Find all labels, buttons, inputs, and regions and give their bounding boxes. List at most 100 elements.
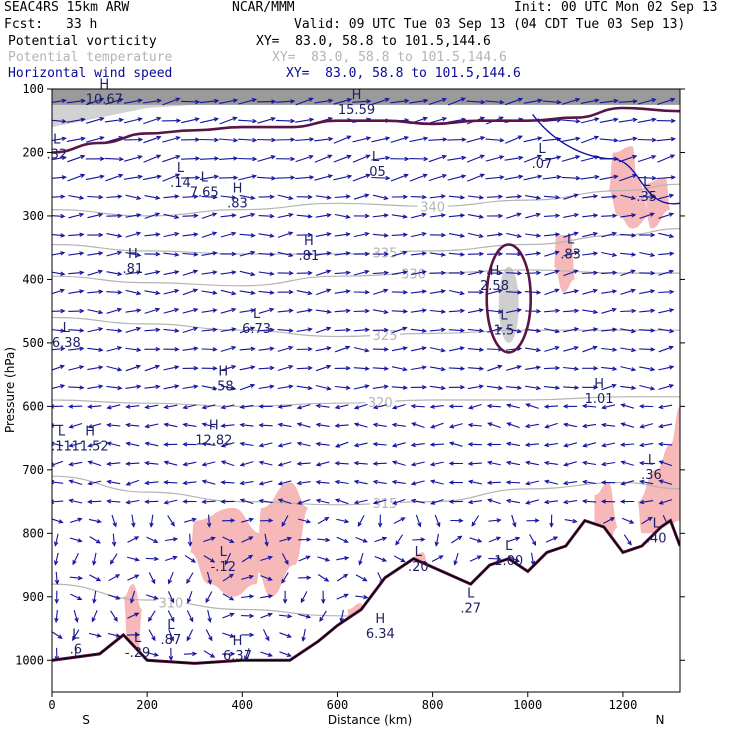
wind-arrow — [637, 117, 657, 123]
wind-arrow-shaft — [352, 137, 371, 143]
wind-arrow — [599, 98, 619, 104]
wind-arrow-shaft — [525, 366, 540, 370]
wind-arrow-head — [364, 348, 370, 353]
wind-arrow — [167, 591, 175, 604]
wind-arrow-head — [250, 308, 256, 313]
wind-arrow-head — [651, 154, 657, 160]
wind-arrow — [410, 498, 425, 504]
wind-arrow-shaft — [582, 309, 598, 313]
wind-arrow-shaft — [315, 384, 331, 390]
y-tick-label: 100 — [22, 82, 44, 96]
wind-arrow — [87, 269, 104, 276]
wind-arrow — [142, 174, 162, 181]
wind-arrow-shaft — [431, 422, 444, 429]
wind-arrow-head — [517, 385, 523, 390]
wind-arrow-shaft — [163, 366, 179, 371]
wind-arrow — [372, 309, 389, 315]
wind-arrow-shaft — [277, 365, 293, 372]
wind-arrow-shaft — [583, 405, 597, 408]
extremum-mark: L — [53, 133, 61, 148]
wind-arrow — [658, 308, 675, 314]
wind-arrow — [657, 97, 676, 106]
wind-arrow-head — [174, 231, 180, 237]
wind-arrow — [448, 328, 466, 333]
wind-arrow — [410, 212, 427, 219]
wind-arrow — [372, 404, 387, 410]
wind-arrow-shaft — [639, 384, 655, 390]
extremum-label: L6.38 — [52, 321, 81, 351]
wind-arrow-head — [288, 195, 294, 201]
wind-arrow — [352, 154, 371, 163]
wind-arrow-shaft — [525, 347, 540, 351]
wind-arrow-shaft — [68, 290, 84, 294]
wind-arrow-shaft — [545, 536, 558, 543]
wind-arrow-head — [467, 442, 473, 447]
wind-arrow-shaft — [163, 195, 179, 199]
wind-arrow-shaft — [182, 308, 198, 314]
wind-arrow — [639, 347, 656, 352]
wind-arrow-head — [212, 385, 218, 391]
wind-arrow-head — [402, 290, 409, 295]
wind-arrow — [620, 308, 637, 314]
wind-arrow — [258, 442, 273, 448]
wind-arrow — [106, 233, 123, 238]
wind-arrow-head — [650, 308, 656, 313]
wind-arrow-head — [153, 556, 160, 562]
wind-arrow — [333, 135, 352, 144]
wind-arrow-shaft — [373, 443, 387, 446]
wind-arrow-head — [174, 214, 180, 220]
wind-arrow-head — [581, 403, 588, 409]
wind-arrow-head — [657, 441, 664, 447]
wind-arrow-head — [402, 250, 408, 256]
wind-arrow-shaft — [561, 155, 580, 162]
wind-arrow — [52, 155, 67, 161]
wind-arrow-head — [448, 441, 455, 446]
wind-arrow-shaft — [145, 500, 159, 503]
wind-arrow — [123, 174, 144, 180]
wind-arrow — [260, 651, 274, 657]
wind-arrow-head — [193, 232, 199, 237]
wind-arrow-head — [478, 308, 485, 313]
wind-arrow-shaft — [87, 270, 103, 276]
wind-arrow-shaft — [144, 385, 160, 389]
wind-arrow-shaft — [200, 175, 218, 180]
wind-arrow — [334, 385, 351, 391]
wind-arrow-head — [421, 346, 427, 351]
wind-arrow-shaft — [145, 481, 159, 484]
wind-arrow-shaft — [412, 538, 425, 541]
wind-arrow-head — [402, 270, 408, 275]
wind-arrow-shaft — [621, 517, 634, 524]
wind-arrow-head — [364, 308, 370, 314]
wind-arrow-head — [220, 443, 226, 448]
wind-arrow-shaft — [125, 385, 141, 389]
wind-arrow — [239, 404, 254, 410]
wind-arrow-shaft — [545, 462, 559, 465]
wind-arrow — [542, 99, 562, 105]
wind-arrow-shaft — [315, 327, 331, 334]
wind-arrow-shaft — [106, 328, 122, 332]
wind-arrow-head — [402, 346, 408, 351]
wind-arrow-shaft — [355, 595, 368, 599]
y-tick-label: 200 — [22, 145, 44, 159]
wind-arrow-head — [271, 176, 277, 181]
wind-arrow-shaft — [582, 346, 597, 353]
wind-arrow — [353, 251, 370, 257]
wind-arrow-head — [117, 194, 123, 199]
wind-arrow-head — [440, 194, 447, 199]
wind-arrow-shaft — [469, 403, 482, 409]
wind-arrow-shaft — [85, 136, 104, 143]
wind-arrow-shaft — [640, 480, 654, 485]
wind-arrow — [524, 309, 542, 314]
wind-arrow-shaft — [658, 291, 674, 294]
wind-arrow-head — [383, 384, 389, 389]
wind-arrow — [372, 194, 389, 201]
wind-arrow-head — [516, 212, 522, 217]
wind-arrow-shaft — [561, 176, 580, 179]
wind-arrow-shaft — [637, 176, 656, 179]
wind-arrow — [637, 175, 657, 181]
wind-arrow-shaft — [260, 556, 272, 562]
wind-arrow — [467, 251, 485, 257]
wind-arrow-head — [98, 327, 104, 332]
wind-arrow — [448, 195, 466, 200]
wind-arrow-shaft — [468, 443, 482, 446]
